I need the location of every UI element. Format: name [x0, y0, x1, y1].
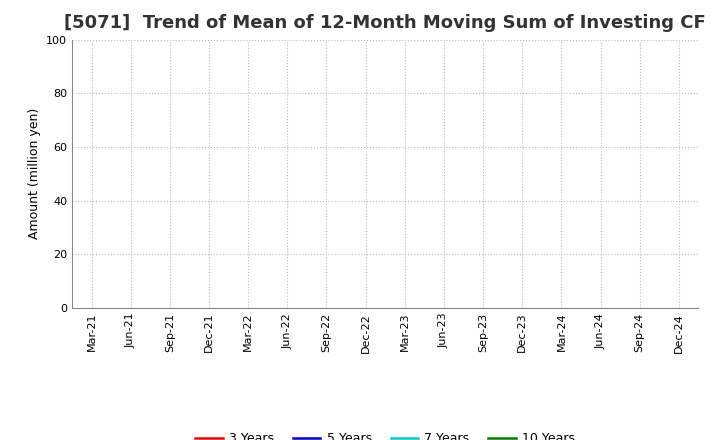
Legend: 3 Years, 5 Years, 7 Years, 10 Years: 3 Years, 5 Years, 7 Years, 10 Years [191, 427, 580, 440]
Y-axis label: Amount (million yen): Amount (million yen) [27, 108, 40, 239]
Title: [5071]  Trend of Mean of 12-Month Moving Sum of Investing CF: [5071] Trend of Mean of 12-Month Moving … [64, 15, 706, 33]
